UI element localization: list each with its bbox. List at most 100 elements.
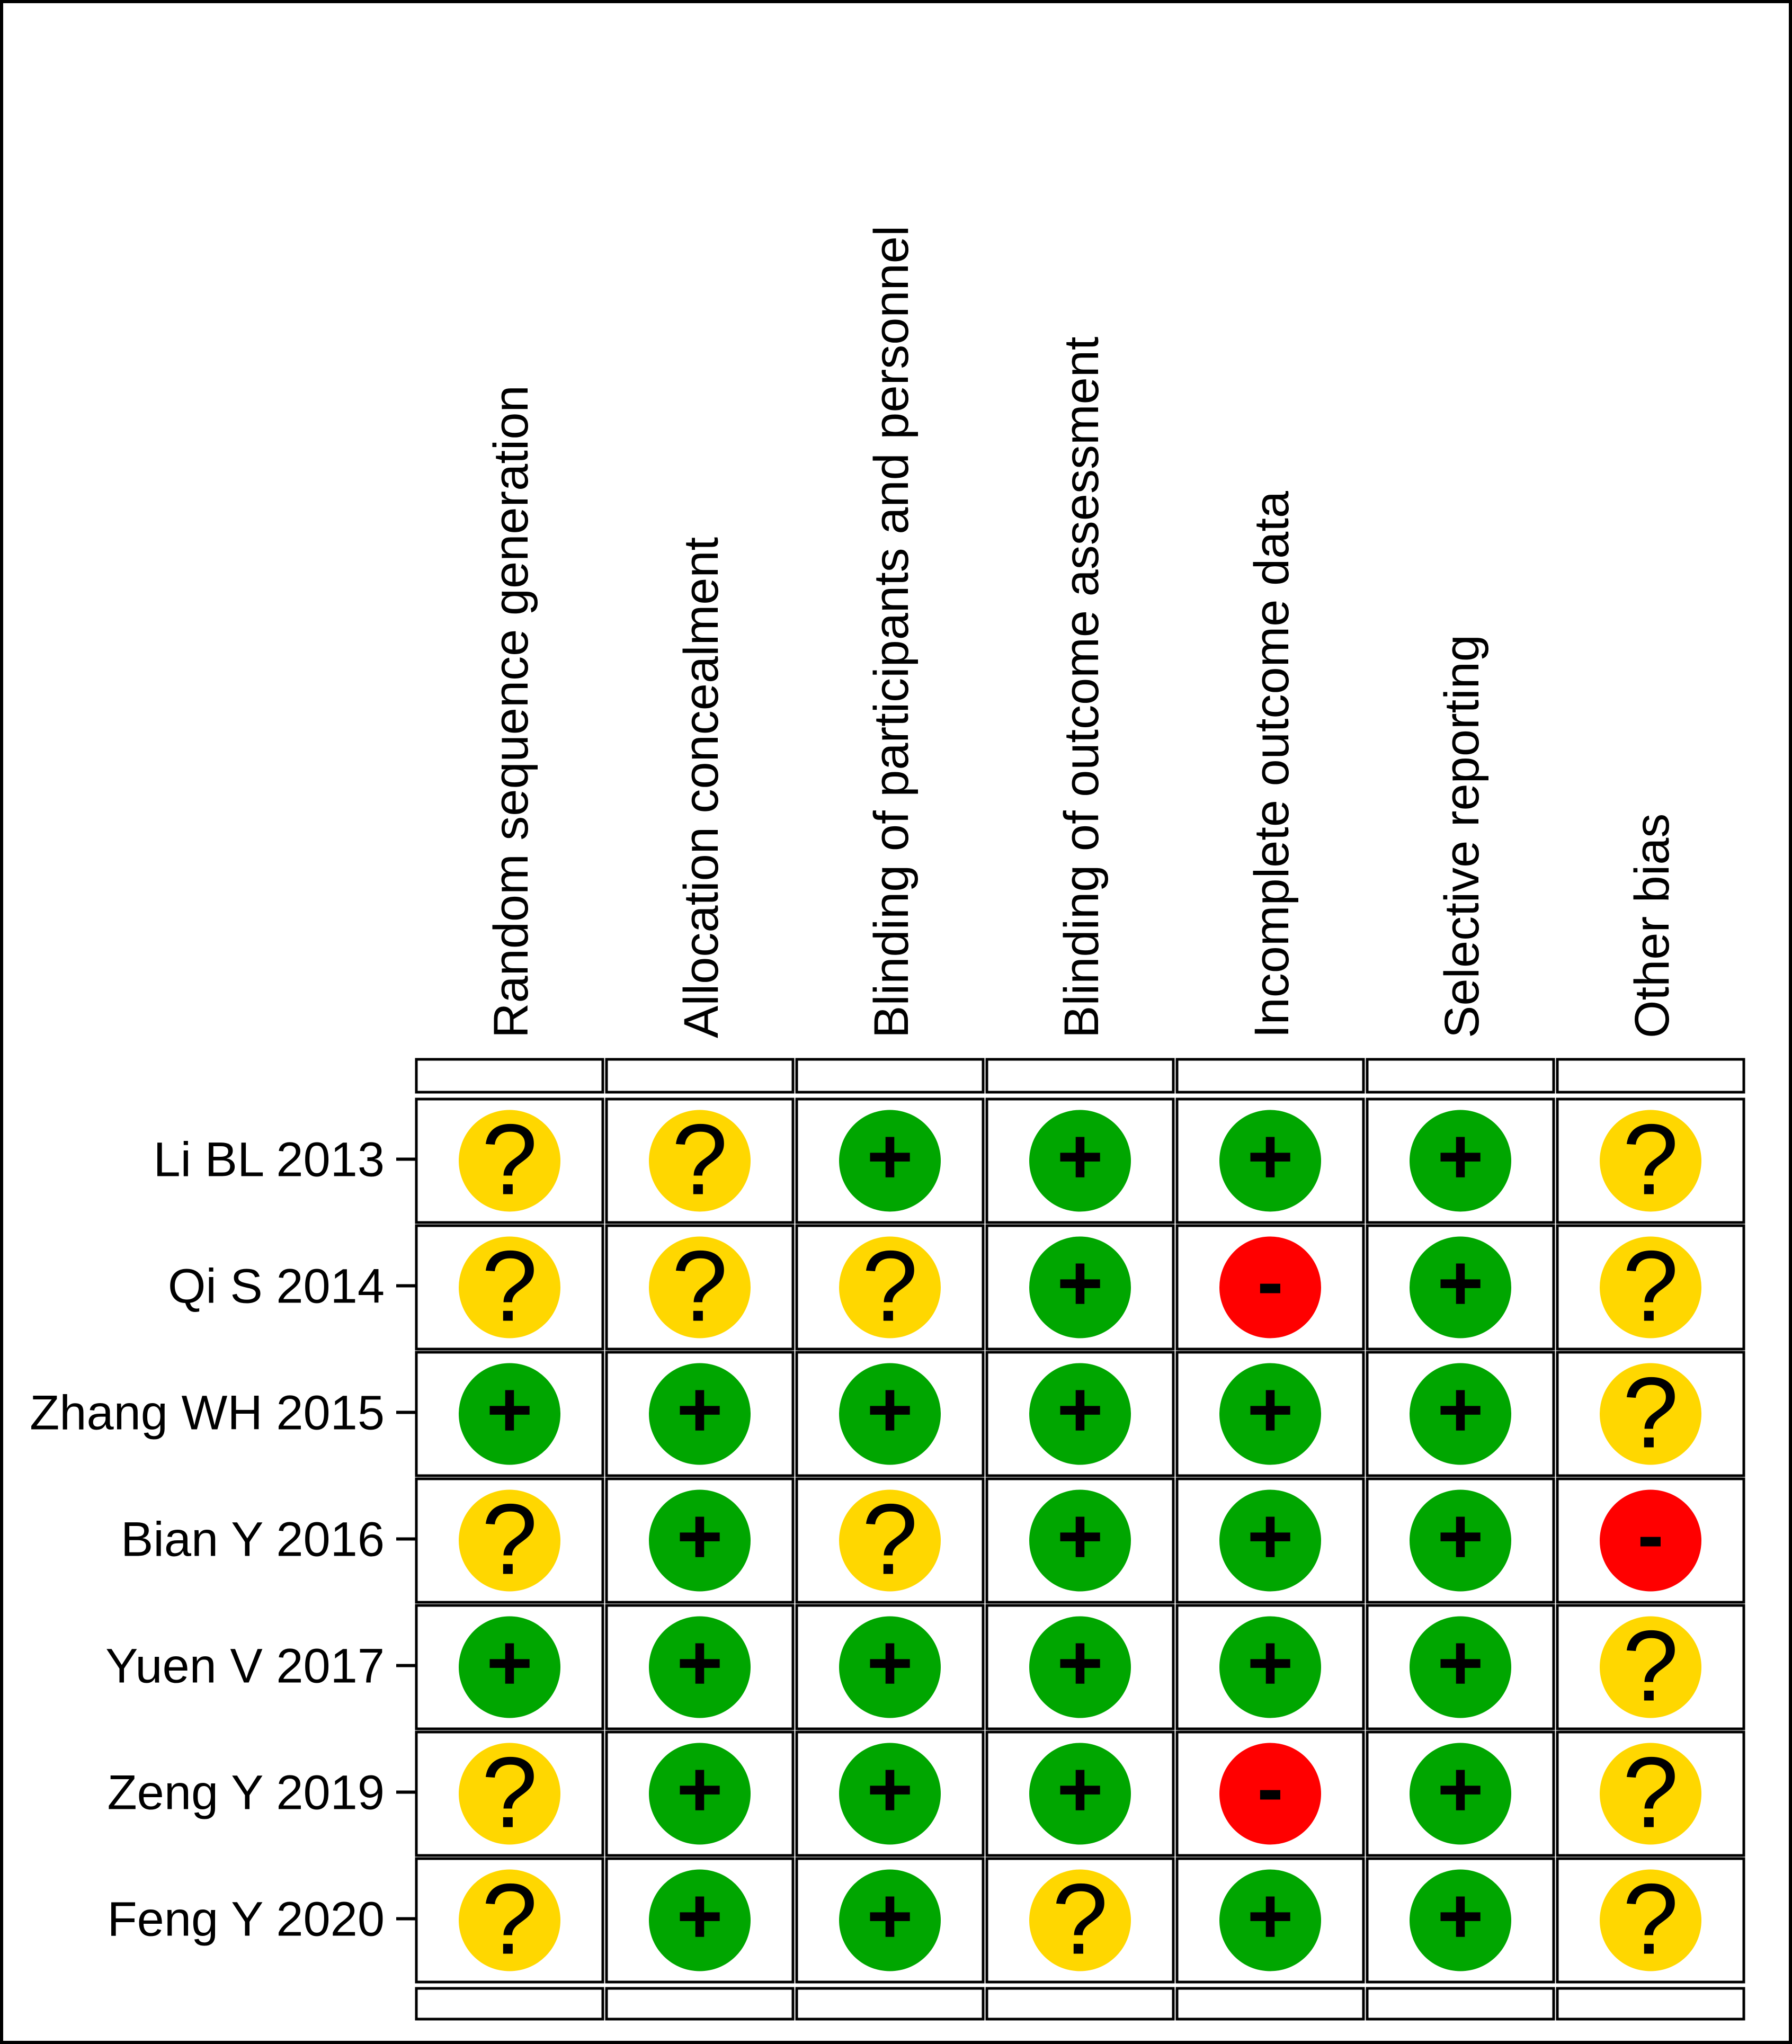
judgement-symbol: - (1637, 1490, 1664, 1579)
judgement-symbol: ? (1622, 1610, 1679, 1722)
header-cell (795, 1058, 985, 1094)
header-cell (605, 1058, 795, 1094)
domain-label: Blinding of outcome assessment (1055, 337, 1109, 1038)
judgement-circle (1410, 1743, 1511, 1845)
judgement-symbol: + (486, 1618, 533, 1707)
study-label: Qi S 2014 (168, 1260, 385, 1314)
judgement-circle (1410, 1363, 1511, 1465)
judgement-circle (839, 1616, 941, 1718)
judgement-circle (459, 1363, 560, 1465)
judgement-circle (1410, 1616, 1511, 1718)
judgement-circle (1029, 1616, 1131, 1718)
judgement-circle (1029, 1489, 1131, 1592)
judgement-symbol: + (1057, 1745, 1103, 1834)
judgement-symbol: + (1247, 1112, 1294, 1201)
header-cell (985, 1058, 1175, 1094)
judgement-circle (1029, 1236, 1131, 1338)
judgement-symbol: ? (1052, 1863, 1108, 1976)
judgement-symbol: ? (862, 1230, 918, 1343)
judgement-symbol: + (867, 1365, 913, 1454)
judgement-circle (459, 1743, 560, 1845)
judgement-circle (1600, 1616, 1701, 1718)
study-labels: Li BL 2013 Qi S 2014 Zhang WH 2015 Bian Y 2… (30, 1133, 416, 1947)
study-label: Zhang WH 2015 (30, 1386, 385, 1440)
judgement-circle (1219, 1236, 1321, 1338)
judgement-circle (1219, 1743, 1321, 1845)
judgement-symbol: + (1057, 1492, 1103, 1581)
judgement-symbol: ? (672, 1230, 728, 1343)
judgement-symbol: + (1247, 1871, 1294, 1960)
judgement-circle (459, 1236, 560, 1338)
judgement-circle (1600, 1236, 1701, 1338)
judgement-circle (1600, 1363, 1701, 1465)
judgement-symbol: ? (1622, 1104, 1679, 1216)
study-label: Feng Y 2020 (107, 1893, 385, 1947)
header-cell (1366, 1058, 1555, 1094)
domain-headers: Random sequence generation Allocation con… (484, 226, 1679, 1038)
judgement-circle (459, 1869, 560, 1971)
judgement-symbol: + (1437, 1492, 1484, 1581)
judgement-circle (1600, 1110, 1701, 1212)
judgement-symbol: ? (672, 1104, 728, 1216)
judgement-symbol: + (867, 1112, 913, 1201)
judgement-symbol: + (1057, 1238, 1103, 1327)
judgement-circle (1410, 1489, 1511, 1592)
judgement-symbol: + (1437, 1238, 1484, 1327)
judgement-circle (1219, 1869, 1321, 1971)
header-cell (1175, 1058, 1365, 1094)
judgement-symbol: + (1437, 1112, 1484, 1201)
judgement-symbol: ? (1622, 1737, 1679, 1849)
study-label: Bian Y 2016 (121, 1513, 385, 1567)
judgement-symbol: + (676, 1492, 723, 1581)
judgement-circle (1029, 1743, 1131, 1845)
domain-label: Blinding of participants and personnel (864, 226, 919, 1038)
judgement-symbol: ? (482, 1484, 538, 1596)
judgement-symbol: ? (1622, 1230, 1679, 1343)
judgement-symbol: ? (862, 1484, 918, 1596)
study-label: Zeng Y 2019 (107, 1766, 385, 1820)
judgement-circle (839, 1489, 941, 1592)
judgement-circle (649, 1110, 751, 1212)
footer-cell (415, 1987, 604, 2021)
judgement-symbol: + (1247, 1365, 1294, 1454)
footer-cell (1366, 1987, 1555, 2021)
judgement-circle (839, 1363, 941, 1465)
judgement-circle (1029, 1110, 1131, 1212)
judgement-symbol: + (676, 1745, 723, 1834)
judgement-circle (839, 1110, 941, 1212)
header-cell (415, 1058, 604, 1094)
judgement-circle (459, 1110, 560, 1212)
domain-label: Selective reporting (1435, 635, 1489, 1038)
judgement-symbol: + (867, 1618, 913, 1707)
judgement-symbol: + (676, 1618, 723, 1707)
study-label: Yuen V 2017 (105, 1639, 385, 1693)
judgement-symbol: + (1057, 1365, 1103, 1454)
judgement-symbol: + (486, 1365, 533, 1454)
judgement-circle (1029, 1363, 1131, 1465)
judgement-circle (459, 1489, 560, 1592)
judgement-circle (459, 1616, 560, 1718)
judgement-symbol: + (1437, 1618, 1484, 1707)
judgement-symbol: + (1057, 1618, 1103, 1707)
judgement-symbol: + (1247, 1618, 1294, 1707)
judgement-circle (1600, 1869, 1701, 1971)
judgement-circle (1410, 1110, 1511, 1212)
judgement-circle (1029, 1869, 1131, 1971)
judgement-symbol: ? (482, 1863, 538, 1976)
judgement-symbol: ? (482, 1230, 538, 1343)
judgement-circle (1219, 1110, 1321, 1212)
judgement-symbol: ? (1622, 1357, 1679, 1469)
judgement-symbol: + (1057, 1112, 1103, 1201)
judgement-circle (1600, 1489, 1701, 1592)
judgement-circle (649, 1363, 751, 1465)
judgement-symbol: + (867, 1871, 913, 1960)
judgement-circle (839, 1869, 941, 1971)
judgement-symbol: + (1437, 1365, 1484, 1454)
judgement-circle (839, 1236, 941, 1338)
judgement-circle (649, 1616, 751, 1718)
judgement-symbol: + (867, 1745, 913, 1834)
judgement-symbol: - (1257, 1237, 1283, 1326)
judgement-circle (1410, 1869, 1511, 1971)
judgement-circle (1219, 1616, 1321, 1718)
